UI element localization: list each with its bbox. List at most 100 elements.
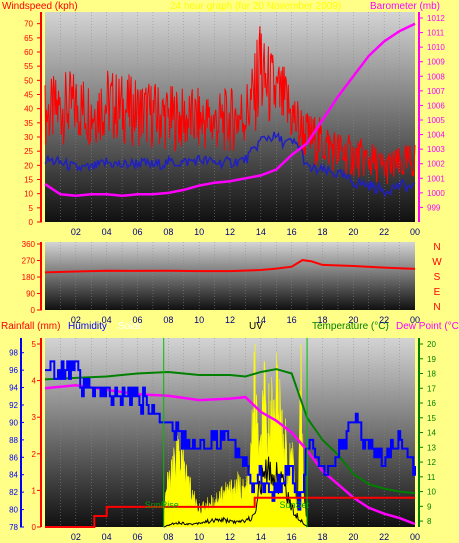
wind-x-tick: 14: [256, 227, 266, 237]
barometer-y-tick: 999: [427, 203, 441, 212]
temperature-y-tick: 18: [427, 370, 436, 379]
direction-y-tick: 360: [22, 240, 36, 249]
direction-line: [44, 259, 416, 274]
direction-x-tick: 18: [317, 315, 327, 325]
temperature-line: [44, 368, 416, 495]
windspeed-axis-label: Windspeed (kph): [2, 1, 78, 12]
temperature-y-tick: 16: [427, 399, 436, 408]
barometer-y-tick: 1012: [427, 14, 445, 23]
wind-x-tick: 08: [163, 227, 173, 237]
wind-x-tick: 12: [225, 227, 235, 237]
windspeed-y-tick: 15: [24, 176, 33, 185]
windspeed-y-tick: 50: [24, 76, 33, 85]
humidity-y-tick: 78: [9, 523, 18, 532]
wind-x-tick: 20: [348, 227, 358, 237]
windspeed-y-tick: 55: [24, 62, 33, 71]
rainfall-y-tick: 3: [32, 413, 37, 422]
direction-x-tick: 12: [225, 315, 235, 325]
barometer-line: [44, 22, 416, 198]
windspeed-y-tick: 35: [24, 119, 33, 128]
wind-x-tick: 18: [317, 227, 327, 237]
rainfall-y-tick: 4: [32, 377, 37, 386]
temperature-y-tick: 14: [427, 429, 436, 438]
direction-x-tick: 06: [132, 315, 142, 325]
wind-x-tick: 06: [132, 227, 142, 237]
direction-compass-label: N: [433, 242, 440, 253]
temperature-legend: Temperature (°C): [312, 321, 389, 332]
climate-x-tick: 22: [379, 532, 389, 542]
temperature-y-tick: 19: [427, 355, 436, 364]
temperature-y-tick: 17: [427, 384, 436, 393]
windspeed-y-tick: 25: [24, 147, 33, 156]
climate-x-tick: 18: [317, 532, 327, 542]
temperature-y-tick: 12: [427, 458, 436, 467]
direction-x-tick: 20: [348, 315, 358, 325]
climate-x-tick: 04: [102, 532, 112, 542]
wind-x-tick: 10: [194, 227, 204, 237]
windspeed-y-tick: 45: [24, 91, 33, 100]
windspeed-y-tick: 70: [24, 20, 33, 29]
barometer-y-tick: 1000: [427, 189, 445, 198]
climate-x-tick: 10: [194, 532, 204, 542]
wind-x-tick: 22: [379, 227, 389, 237]
barometer-y-tick: 1007: [427, 87, 445, 96]
windspeed-line: [44, 26, 416, 184]
temperature-y-tick: 15: [427, 414, 436, 423]
climate-x-tick: 08: [163, 532, 173, 542]
barometer-y-tick: 1010: [427, 43, 445, 52]
barometer-y-tick: 1005: [427, 116, 445, 125]
humidity-y-tick: 94: [9, 384, 18, 393]
windspeed-y-tick: 40: [24, 105, 33, 114]
humidity-y-tick: 84: [9, 471, 18, 480]
climate-x-tick: 14: [256, 532, 266, 542]
humidity-y-tick: 90: [9, 418, 18, 427]
humidity-legend: Humidity: [68, 321, 107, 332]
direction-compass-label: W: [432, 257, 442, 268]
rainfall-y-tick: 5: [32, 340, 37, 349]
climate-x-tick: 16: [287, 532, 297, 542]
temperature-y-tick: 10: [427, 488, 436, 497]
wind-x-tick: 02: [71, 227, 81, 237]
temperature-y-tick: 13: [427, 443, 436, 452]
humidity-line: [45, 360, 416, 511]
barometer-axis-label: Barometer (mb): [370, 1, 441, 12]
rainfall-y-tick: 2: [32, 450, 37, 459]
windspeed-y-tick: 20: [24, 161, 33, 170]
dewpoint-legend: Dew Point (°C): [396, 321, 459, 332]
humidity-y-tick: 98: [9, 349, 18, 358]
direction-x-tick: 22: [379, 315, 389, 325]
direction-y-tick: 0: [31, 306, 36, 315]
direction-y-tick: 270: [22, 257, 36, 266]
climate-x-tick: 00: [410, 532, 420, 542]
direction-compass-label: S: [434, 272, 441, 283]
temperature-y-tick: 9: [427, 502, 432, 511]
rainfall-y-tick: 1: [32, 486, 37, 495]
climate-x-tick: 06: [132, 532, 142, 542]
barometer-y-tick: 1008: [427, 72, 445, 81]
direction-x-tick: 14: [256, 315, 266, 325]
temperature-y-tick: 20: [427, 340, 436, 349]
barometer-y-tick: 1006: [427, 101, 445, 110]
humidity-y-tick: 86: [9, 453, 18, 462]
sunrise-label: SunRise: [145, 500, 179, 510]
windspeed-y-tick: 0: [29, 218, 34, 227]
direction-compass-label: N: [433, 302, 440, 313]
windspeed-y-tick: 60: [24, 48, 33, 57]
temperature-y-tick: 8: [427, 517, 432, 526]
barometer-y-tick: 1004: [427, 131, 445, 140]
direction-x-tick: 00: [410, 315, 420, 325]
barometer-y-tick: 1002: [427, 160, 445, 169]
rainfall-line: [45, 496, 415, 528]
windspeed-y-tick: 5: [29, 204, 34, 213]
direction-x-tick: 16: [287, 315, 297, 325]
windgust-line: [44, 131, 416, 198]
direction-x-tick: 10: [194, 315, 204, 325]
direction-y-tick: 90: [26, 290, 35, 299]
humidity-y-tick: 96: [9, 366, 18, 375]
direction-x-tick: 04: [102, 315, 112, 325]
temperature-y-tick: 11: [427, 473, 436, 482]
barometer-y-tick: 1009: [427, 58, 445, 67]
direction-y-tick: 180: [22, 273, 36, 282]
barometer-y-tick: 1003: [427, 145, 445, 154]
wind-x-tick: 04: [102, 227, 112, 237]
